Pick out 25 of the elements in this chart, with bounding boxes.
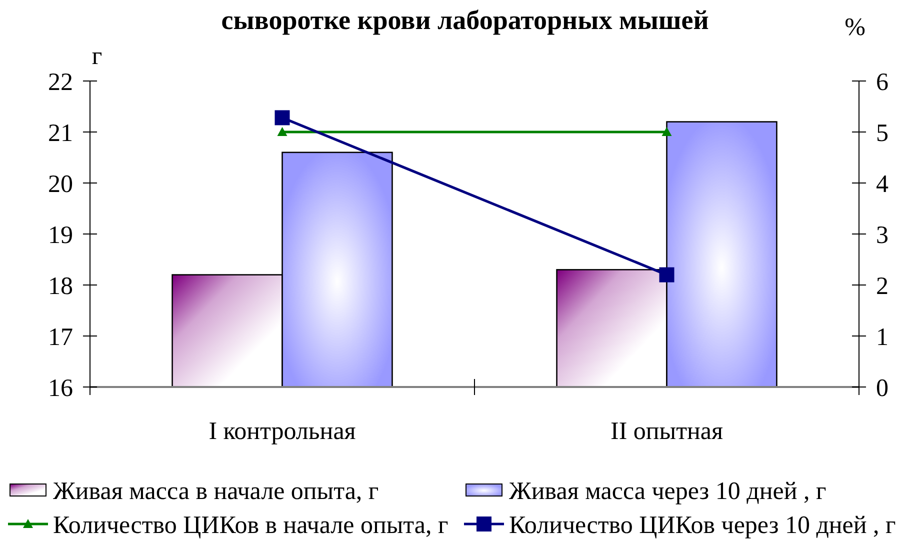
- y-tick-label: 18: [48, 272, 73, 300]
- y2-tick-label: 6: [876, 68, 888, 96]
- y2-tick-label: 1: [876, 324, 888, 351]
- y-tick-label: 19: [48, 222, 73, 249]
- y-tick-label: 20: [48, 170, 73, 198]
- legend-label: Количество ЦИКов через 10 дней , г: [509, 512, 896, 539]
- legend-label: Живая масса через 10 дней , г: [509, 478, 826, 505]
- y2-tick-label: 2: [876, 272, 888, 300]
- point: [274, 110, 290, 126]
- point: [659, 267, 674, 282]
- legend-label: Количество ЦИКов в начале опыта, г: [53, 512, 448, 539]
- y-axis-title: г: [92, 43, 102, 70]
- chart-title: сыворотке крови лабораторных мышей: [221, 5, 709, 35]
- y2-tick-label: 4: [876, 170, 889, 198]
- y2-tick-label: 3: [876, 222, 888, 249]
- x-tick-label: I контрольная: [208, 418, 356, 445]
- y-tick-label: 21: [48, 120, 73, 147]
- y2-axis-title: %: [844, 14, 866, 41]
- y-tick-label: 16: [48, 374, 73, 402]
- y-tick-label: 22: [48, 68, 73, 96]
- y2-tick-label: 5: [876, 120, 888, 147]
- y-tick-label: 17: [48, 324, 73, 351]
- x-tick-label: II опытная: [610, 418, 724, 445]
- legend-label: Живая масса в начале опыта, г: [53, 478, 379, 505]
- y2-tick-label: 0: [876, 374, 888, 402]
